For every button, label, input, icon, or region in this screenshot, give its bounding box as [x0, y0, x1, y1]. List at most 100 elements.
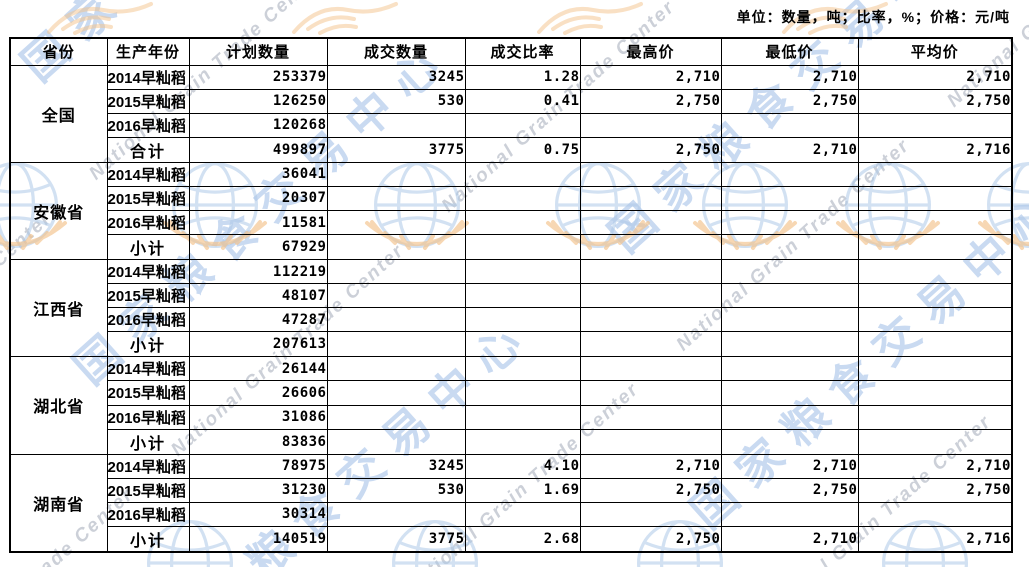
- cell-average-price: 2,710: [857, 64, 1013, 90]
- cell-planned-quantity: 499897: [188, 136, 328, 163]
- cell-planned-quantity: 20307: [188, 185, 328, 211]
- cell-average-price: 2,750: [857, 477, 1013, 503]
- cell-production-year: 2014早籼稻: [106, 259, 190, 285]
- cell-average-price: [857, 501, 1013, 527]
- phoenix-icon: [292, 2, 398, 35]
- phoenix-icon: [47, 2, 153, 35]
- table-body: 全国 2014早籼稻 253379 3245 1.28 2,710 2,710 2,710 20…: [9, 64, 1013, 553]
- cell-highest-price: [579, 259, 722, 285]
- cell-deal-quantity: [326, 112, 466, 138]
- cell-lowest-price: 2,710: [720, 136, 859, 163]
- cell-production-year: 2016早籼稻: [106, 112, 190, 138]
- cell-deal-quantity: [326, 428, 466, 455]
- cell-lowest-price: [720, 307, 859, 333]
- phoenix-watermark: [535, 0, 645, 41]
- cell-planned-quantity: 207613: [188, 331, 328, 358]
- cell-average-price: [857, 331, 1013, 358]
- cell-production-year: 2015早籼稻: [106, 283, 190, 309]
- cell-highest-price: [579, 307, 722, 333]
- column-header-lowest-price: 最低价: [720, 37, 859, 66]
- cell-lowest-price: [720, 112, 859, 138]
- cell-lowest-price: [720, 501, 859, 527]
- cell-average-price: [857, 259, 1013, 285]
- table-row: 小计 140519 3775 2.68 2,750 2,710 2,716: [10, 525, 1013, 553]
- cell-deal-quantity: [326, 234, 466, 261]
- cell-average-price: [857, 428, 1013, 455]
- cell-deal-quantity: [326, 501, 466, 527]
- cell-deal-quantity: [326, 356, 466, 382]
- cell-production-year: 2015早籼稻: [106, 185, 190, 211]
- cell-lowest-price: [720, 428, 859, 455]
- cell-average-price: 2,710: [857, 453, 1013, 479]
- cell-production-year: 2014早籼稻: [106, 64, 190, 90]
- cell-production-year: 2016早籼稻: [106, 209, 190, 236]
- cell-deal-quantity: 3245: [326, 453, 466, 479]
- cell-lowest-price: [720, 161, 859, 187]
- cell-production-year: 2015早籼稻: [106, 477, 190, 503]
- cell-highest-price: [579, 356, 722, 382]
- table-row: 全国 2014早籼稻 253379 3245 1.28 2,710 2,710 2,710: [9, 64, 1013, 163]
- cell-production-year: 2015早籼稻: [106, 88, 190, 114]
- cell-highest-price: [579, 331, 722, 358]
- cell-lowest-price: [720, 209, 859, 236]
- table-row: 江西省 2014早籼稻 112219: [9, 259, 1013, 358]
- table-row: 2015早籼稻 31230 530 1.69 2,750 2,750 2,750: [10, 477, 1013, 503]
- cell-average-price: [857, 185, 1013, 211]
- cell-deal-quantity: [326, 161, 466, 187]
- column-header-planned-quantity: 计划数量: [188, 37, 328, 66]
- cell-average-price: [857, 307, 1013, 333]
- cell-deal-quantity: 3775: [326, 525, 466, 553]
- table-row: 湖南省 2014早籼稻 78975 3245 4.10 2,710 2,710 2,710: [9, 453, 1013, 553]
- cell-production-year: 2016早籼稻: [106, 404, 190, 430]
- phoenix-watermark: [45, 0, 155, 41]
- cell-planned-quantity: 26144: [188, 356, 328, 382]
- cell-deal-quantity: 3245: [326, 64, 466, 90]
- cell-lowest-price: [720, 283, 859, 309]
- column-header-highest-price: 最高价: [579, 37, 722, 66]
- cell-deal-quantity: [326, 307, 466, 333]
- cell-province: 全国: [9, 64, 108, 163]
- cell-highest-price: [579, 283, 722, 309]
- cell-planned-quantity: 31230: [188, 477, 328, 503]
- cell-deal-quantity: [326, 283, 466, 309]
- column-header-deal-ratio: 成交比率: [464, 37, 581, 66]
- cell-planned-quantity: 253379: [188, 64, 328, 90]
- cell-deal-ratio: 0.75: [464, 136, 581, 163]
- table-row: 合计 499897 3775 0.75 2,750 2,710 2,716: [10, 136, 1013, 163]
- cell-deal-ratio: 2.68: [464, 525, 581, 553]
- cell-average-price: [857, 209, 1013, 236]
- cell-province: 江西省: [9, 259, 108, 358]
- units-note: 单位：数量，吨；比率，%；价格：元/吨: [736, 9, 1010, 25]
- cell-deal-quantity: [326, 331, 466, 358]
- cell-province: 湖南省: [9, 453, 108, 553]
- auction-results-table: 省份 生产年份 计划数量 成交数量 成交比率 最高价 最低价 平均价 全国 2014早籼稻 253…: [9, 37, 1013, 553]
- cell-average-price: [857, 356, 1013, 382]
- table-row: 2015早籼稻 126250 530 0.41 2,750 2,750 2,750: [10, 88, 1013, 114]
- cell-lowest-price: [720, 331, 859, 358]
- cell-highest-price: [579, 501, 722, 527]
- cell-deal-ratio: [464, 283, 581, 309]
- cell-deal-ratio: [464, 259, 581, 285]
- cell-planned-quantity: 112219: [188, 259, 328, 285]
- cell-highest-price: [579, 428, 722, 455]
- cell-deal-ratio: [464, 112, 581, 138]
- cell-lowest-price: [720, 356, 859, 382]
- table-header-row: 省份 生产年份 计划数量 成交数量 成交比率 最高价 最低价 平均价: [9, 37, 1013, 66]
- cell-deal-ratio: [464, 209, 581, 236]
- cell-deal-quantity: 530: [326, 477, 466, 503]
- cell-deal-ratio: [464, 161, 581, 187]
- cell-lowest-price: [720, 259, 859, 285]
- cell-deal-ratio: [464, 185, 581, 211]
- cell-deal-ratio: [464, 331, 581, 358]
- cell-highest-price: [579, 112, 722, 138]
- cell-deal-quantity: [326, 259, 466, 285]
- cell-planned-quantity: 26606: [188, 380, 328, 406]
- cell-deal-ratio: [464, 356, 581, 382]
- cell-highest-price: 2,710: [579, 453, 722, 479]
- cell-planned-quantity: 140519: [188, 525, 328, 553]
- cell-highest-price: 2,750: [579, 525, 722, 553]
- cell-highest-price: [579, 404, 722, 430]
- cell-production-year: 2015早籼稻: [106, 380, 190, 406]
- table-row: 2015早籼稻 26606: [10, 380, 1013, 406]
